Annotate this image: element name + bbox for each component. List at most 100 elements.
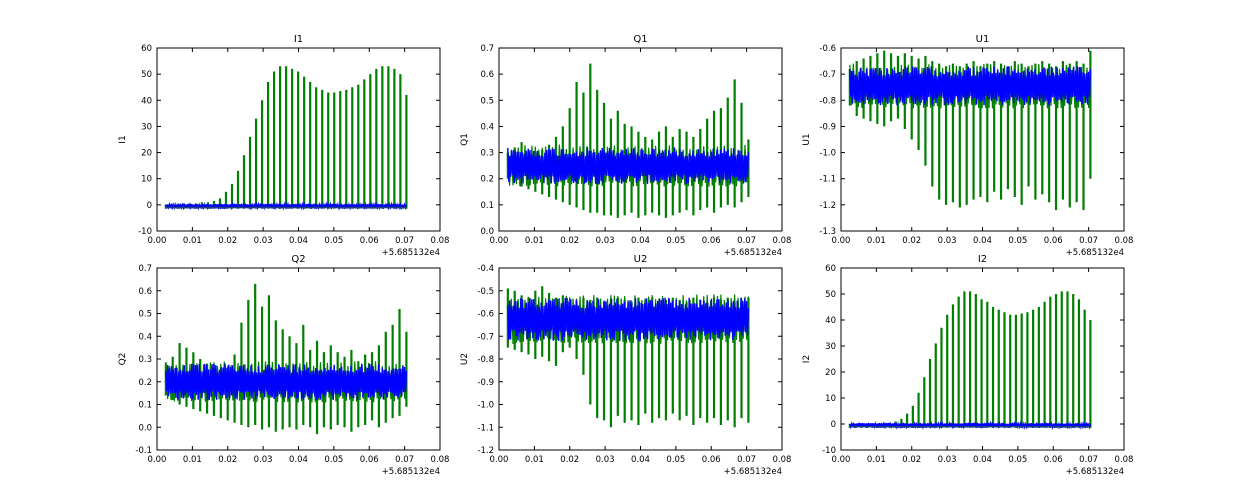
y-tick-label: 0.4 [138,332,152,342]
y-tick-label: -0.6 [819,44,836,54]
x-tick-label: 0.00 [148,455,167,465]
y-tick-label: 30 [825,342,836,352]
subplot-u1: 0.00 0.01 0.02 0.03 0.04 0.05 0.06 0.07 0.08 -1.3… [802,34,1133,258]
x-tick-label: 0.03 [596,455,615,465]
y-tick-label: -0.7 [477,332,494,342]
chart-title: Q1 [633,34,647,45]
y-tick-label: -10 [822,446,836,456]
y-axis-label: U2 [460,353,470,365]
plot-area [164,66,408,211]
subplot-u2: 0.00 0.01 0.02 0.03 0.04 0.05 0.06 0.07 0.08 -1.2… [460,254,791,477]
x-tick-label: 0.03 [254,236,273,246]
y-tick-label: 0.2 [480,175,494,185]
x-tick-label: 0.06 [1044,455,1063,465]
x-offset-label: +5.685132e4 [724,467,782,477]
y-tick-label: 0.1 [138,401,152,411]
y-tick-label: -0.7 [819,70,836,80]
y-axis-label: Q2 [118,353,128,366]
y-axis-label: I2 [802,355,812,363]
x-tick-label: 0.08 [1115,455,1134,465]
x-tick-label: 0.01 [183,455,202,465]
plot-area [164,283,408,435]
chart-title: U1 [976,34,990,45]
x-tick-label: 0.04 [973,455,992,465]
subplot-q2: 0.00 0.01 0.02 0.03 0.04 0.05 0.06 0.07 0.08 -0.1… [118,254,449,477]
y-axis-label: Q1 [460,133,470,146]
y-tick-label: 0.6 [138,287,152,297]
blue-trace [849,66,1092,106]
x-tick-label: 0.08 [431,236,450,246]
plot-area [848,291,1092,431]
y-tick-label: 0.5 [480,96,494,106]
y-tick-label: 50 [825,290,836,300]
x-tick-label: 0.01 [867,455,886,465]
y-axis-label: U1 [802,133,812,145]
y-tick-label: -0.8 [477,355,494,365]
y-tick-label: 10 [825,394,836,404]
x-tick-label: 0.07 [737,455,756,465]
x-tick-label: 0.07 [1079,455,1098,465]
x-tick-label: 0.05 [1008,455,1027,465]
x-tick-label: 0.08 [1115,236,1134,246]
y-tick-label: 60 [141,44,152,54]
x-tick-label: 0.06 [702,236,721,246]
y-tick-label: -1.1 [477,423,494,433]
x-tick-label: 0.06 [360,236,379,246]
x-tick-label: 0.02 [902,455,921,465]
axes-frame [498,47,783,232]
x-tick-label: 0.07 [395,236,414,246]
x-tick-label: 0.00 [490,455,509,465]
x-tick-label: 0.01 [525,455,544,465]
x-tick-label: 0.01 [525,236,544,246]
x-tick-label: 0.00 [148,236,167,246]
y-tick-label: 0.4 [480,122,494,132]
x-tick-label: 0.05 [666,236,685,246]
y-tick-label: -0.1 [135,446,152,456]
y-tick-label: 50 [141,70,152,80]
x-tick-label: 0.07 [1079,236,1098,246]
subplot-i2: 0.00 0.01 0.02 0.03 0.04 0.05 0.06 0.07 0.08 -10 0… [802,254,1133,477]
y-tick-label: -1.3 [819,227,836,237]
chart-title: I2 [978,254,987,265]
x-tick-label: 0.03 [938,236,957,246]
x-tick-label: 0.00 [832,236,851,246]
x-tick-label: 0.01 [867,236,886,246]
x-offset-label: +5.685132e4 [1066,467,1124,477]
x-tick-label: 0.00 [490,236,509,246]
x-offset-label: +5.685132e4 [382,248,440,258]
y-tick-label: -0.9 [477,378,494,388]
x-tick-label: 0.01 [183,236,202,246]
x-tick-label: 0.03 [254,455,273,465]
y-tick-label: -1.0 [819,149,836,159]
x-tick-label: 0.00 [832,455,851,465]
y-tick-label: 0.2 [138,378,152,388]
x-tick-label: 0.04 [289,455,308,465]
blue-trace [507,297,750,341]
x-tick-label: 0.04 [631,236,650,246]
y-tick-label: 0 [147,201,152,211]
y-tick-label: -1.1 [819,175,836,185]
x-tick-label: 0.03 [596,236,615,246]
y-tick-label: -1.2 [477,446,494,456]
x-tick-label: 0.08 [773,455,792,465]
x-tick-label: 0.05 [324,455,343,465]
chart-title: U2 [634,254,648,265]
subplot-q1: 0.00 0.01 0.02 0.03 0.04 0.05 0.06 0.07 0.08 0.0 0… [460,34,791,258]
x-tick-label: 0.07 [395,455,414,465]
y-tick-label: -0.5 [477,287,494,297]
x-tick-label: 0.06 [702,455,721,465]
x-tick-label: 0.04 [631,455,650,465]
y-tick-label: 0 [831,420,836,430]
blue-trace [507,147,750,184]
y-tick-label: 10 [141,175,152,185]
y-tick-label: 0.0 [138,423,152,433]
x-tick-label: 0.04 [973,236,992,246]
y-tick-label: -1.0 [477,401,494,411]
y-tick-label: -0.6 [477,310,494,320]
y-tick-label: 0.3 [480,149,494,159]
x-tick-label: 0.07 [737,236,756,246]
y-tick-label: 30 [141,122,152,132]
y-tick-label: -10 [138,227,152,237]
y-tick-label: 0.0 [480,227,494,237]
x-offset-label: +5.685132e4 [382,467,440,477]
